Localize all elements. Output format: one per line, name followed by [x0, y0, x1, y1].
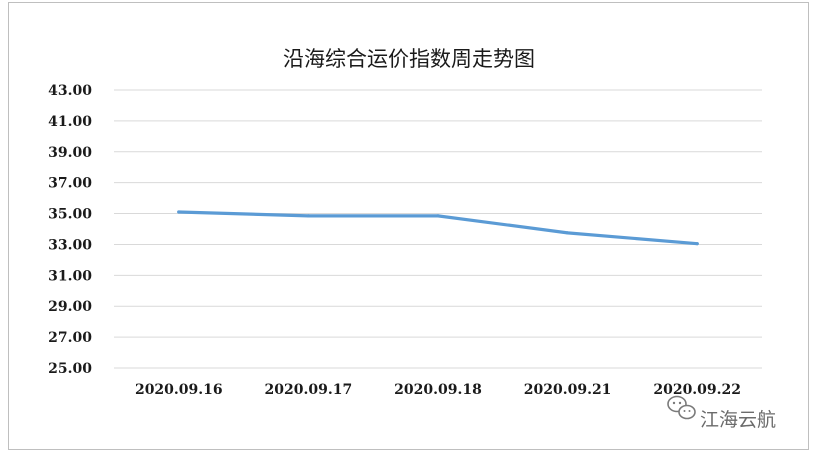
data-point: [566, 231, 570, 235]
x-tick-label: 2020.09.21: [524, 382, 612, 398]
watermark-text: 江海云航: [700, 409, 776, 431]
y-tick-label: 27.00: [48, 330, 92, 346]
data-point: [436, 214, 440, 218]
data-point: [177, 210, 181, 214]
x-axis-ticks: 2020.09.16 2020.09.17 2020.09.18 2020.09.21…: [135, 382, 741, 398]
y-tick-label: 41.00: [48, 114, 92, 130]
y-tick-label: 33.00: [48, 237, 92, 253]
grid-lines: [114, 89, 762, 369]
chart-frame: [8, 2, 809, 450]
y-tick-label: 35.00: [48, 207, 92, 223]
x-tick-label: 2020.09.17: [265, 382, 353, 398]
y-tick-label: 31.00: [48, 268, 92, 284]
x-tick-label: 2020.09.18: [394, 382, 482, 398]
y-tick-label: 29.00: [48, 299, 92, 315]
y-tick-label: 39.00: [48, 145, 92, 161]
y-tick-label: 25.00: [48, 361, 92, 377]
watermark: 江海云航: [667, 395, 776, 431]
data-point: [306, 214, 310, 218]
x-tick-label: 2020.09.16: [135, 382, 223, 398]
wechat-icon: [667, 395, 696, 420]
y-axis-ticks: 25.00 27.00 29.00 31.00 33.00 35.00 37.00 39.00…: [48, 83, 92, 377]
chart-title: 沿海综合运价指数周走势图: [283, 47, 535, 71]
data-point: [695, 242, 699, 246]
series-layer: [177, 210, 699, 246]
y-tick-label: 43.00: [48, 83, 92, 99]
y-tick-label: 37.00: [48, 176, 92, 192]
x-tick-label: 2020.09.22: [653, 382, 741, 398]
